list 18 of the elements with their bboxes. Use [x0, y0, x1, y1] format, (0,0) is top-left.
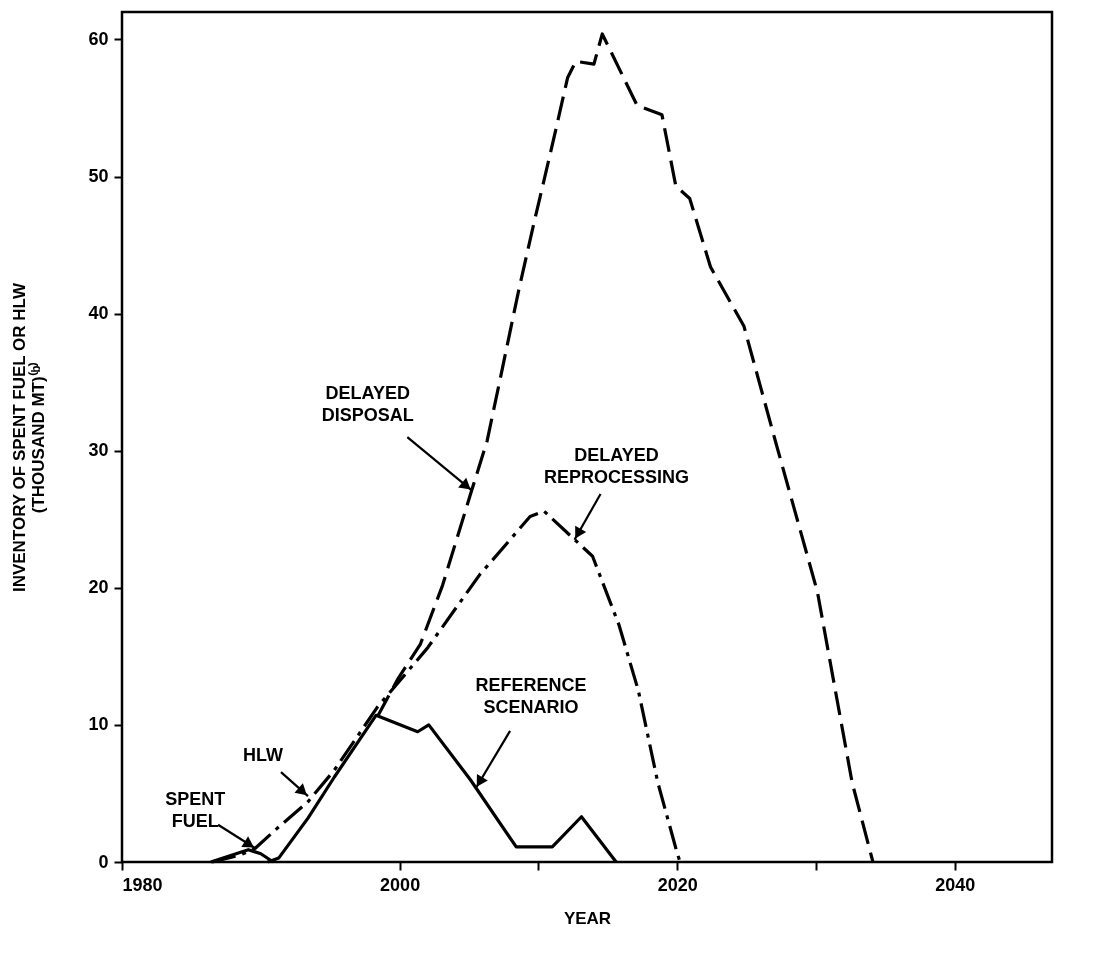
x-tick-label: 2000 [380, 874, 421, 895]
x-tick-label: 2020 [657, 874, 698, 895]
annotation: SPENT FUEL [165, 789, 226, 832]
y-tick-label: 40 [88, 303, 109, 324]
annotation: DELAYED DISPOSAL [321, 383, 414, 426]
y-tick-label: 0 [98, 851, 109, 872]
x-tick-label: 1980 [122, 874, 163, 895]
annotation: DELAYED REPROCESSING [543, 444, 690, 487]
y-tick-label: 10 [88, 714, 109, 735]
annotation: REFERENCE SCENARIO [475, 674, 587, 717]
x-tick-label: 2040 [935, 874, 976, 895]
y-axis-title: INVENTORY OF SPENT FUEL OR HLW (THOUSAND MT)⁽ᵇ⁾ [10, 281, 49, 593]
annotation: HLW [243, 745, 283, 766]
x-axis-title: YEAR [563, 908, 612, 928]
y-tick-label: 20 [88, 577, 109, 598]
y-tick-label: 60 [88, 28, 109, 49]
y-tick-label: 50 [88, 166, 109, 187]
y-tick-label: 30 [88, 440, 109, 461]
